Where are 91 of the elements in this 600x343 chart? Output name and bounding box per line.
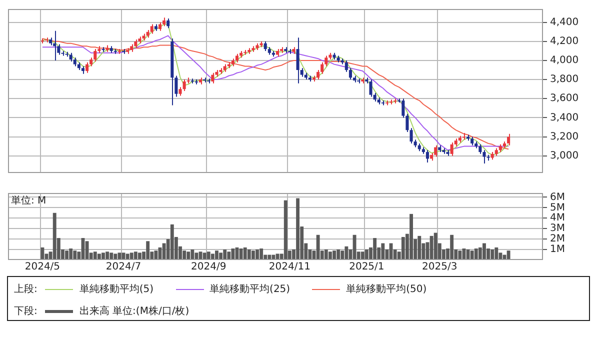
bar [239,248,243,260]
bar [462,248,466,260]
bar [118,252,122,260]
bar [434,232,438,260]
y-tick-label: 3,800 [550,74,579,86]
bar [490,250,494,260]
y-tick-label: 1M [550,244,565,256]
bar [194,252,198,260]
bar [284,200,288,260]
bar [328,252,332,260]
bar [410,214,413,260]
bar [190,250,194,260]
y-axis-title: 単位: M [11,194,46,207]
bar [296,198,300,260]
bar [93,252,97,260]
bar [478,247,482,260]
bar [401,236,405,260]
bar [316,234,320,260]
bar [215,250,218,260]
y-tick-label: 5M [550,202,565,214]
bar [134,252,138,260]
y-tick-label: 6M [550,192,565,203]
bar [474,248,478,260]
bar [458,250,462,260]
bar [223,250,227,260]
y-tick-label: 4,200 [550,36,579,48]
bar [450,234,454,260]
bar [69,248,73,260]
bar [373,238,377,260]
bar [138,252,142,260]
bar [364,250,368,260]
x-tick-label: 2024/11 [268,262,310,273]
x-tick-label: 2025/1 [349,262,384,273]
bar [332,250,336,260]
bar [146,241,150,260]
bar [256,250,259,260]
bar [352,234,356,260]
bar [482,243,486,260]
y-tick-label: 3M [550,223,565,234]
bar [227,252,231,260]
bar [162,243,166,260]
bar [231,248,235,260]
bar [336,250,340,260]
bar [243,247,247,260]
legend-label: 単純移動平均(5) [79,283,154,296]
y-tick-label: 3,400 [550,112,579,124]
y-tick-label: 3,000 [550,150,579,162]
bar [110,252,114,260]
bar [202,252,206,260]
legend-label: 出来高 単位:(M株/口/枚) [79,304,190,318]
bar [324,250,328,260]
x-tick-label: 2024/5 [24,262,60,273]
bar [206,252,210,260]
legend-title: 下段: [14,305,38,318]
bar [470,250,474,260]
bar [506,250,510,260]
bar [170,224,174,260]
y-tick-label: 4,400 [550,16,579,28]
y-tick-label: 2M [550,234,565,245]
bar [381,243,385,260]
bar [430,236,434,260]
bar [219,252,223,260]
bar [247,250,251,260]
bar [102,252,105,260]
bar [106,252,110,260]
bar [494,247,498,260]
y-tick-label: 4M [550,212,565,224]
y-tick-label: 4,000 [550,55,579,66]
x-tick-label: 2025/3 [422,262,458,273]
bar [73,250,77,260]
y-tick-label: 3,600 [550,93,579,104]
legend-label: 単純移動平均(25) [210,283,290,296]
x-tick-label: 2024/7 [106,262,142,273]
bar [85,241,89,260]
bar [40,247,44,260]
bar [360,252,364,260]
legend-title: 上段: [14,282,38,296]
bar [186,252,190,260]
x-tick-label: 2024/9 [191,262,226,273]
y-tick-label: 3,200 [550,131,579,142]
legend-label: 単純移動平均(50) [346,283,427,296]
bar [260,248,264,260]
bar [251,250,255,260]
bar [154,250,158,260]
bar [52,212,56,260]
bar [418,236,422,260]
bar [182,250,186,260]
bar [130,252,134,260]
bar [65,250,68,260]
bar [344,246,348,260]
bar [340,250,344,260]
